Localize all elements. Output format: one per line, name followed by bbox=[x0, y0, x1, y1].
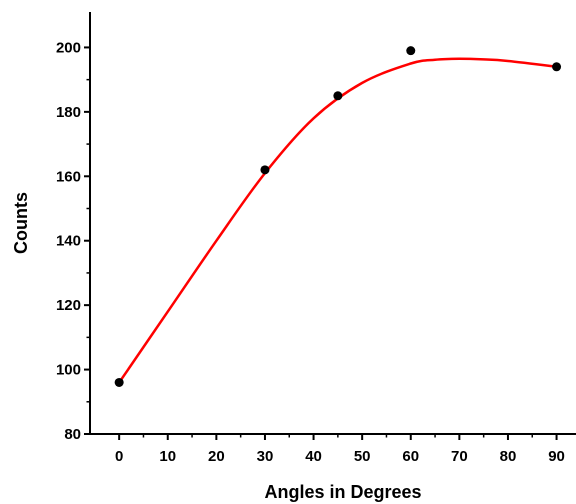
data-point bbox=[552, 62, 562, 72]
x-tick-label: 20 bbox=[208, 448, 225, 465]
data-points bbox=[114, 46, 562, 387]
fit-curve bbox=[118, 57, 557, 384]
x-tick-label: 0 bbox=[115, 448, 123, 465]
y-tick-label: 200 bbox=[56, 39, 81, 56]
data-point bbox=[260, 165, 270, 175]
y-axis-title: Counts bbox=[11, 192, 31, 254]
y-tick-label: 80 bbox=[64, 426, 81, 443]
plot-area: 80 100 120 140 160 180 200 0 10 20 30 40 50 60 70 80 90 bbox=[56, 12, 576, 465]
data-point bbox=[406, 46, 416, 56]
y-tick-label: 180 bbox=[56, 104, 81, 121]
x-tick-label: 90 bbox=[548, 448, 565, 465]
x-tick-label: 10 bbox=[159, 448, 176, 465]
data-point bbox=[333, 91, 343, 101]
y-tick-label: 120 bbox=[56, 297, 81, 314]
y-tick-label: 100 bbox=[56, 362, 81, 379]
x-ticks: 0 10 20 30 40 50 60 70 80 90 bbox=[115, 434, 565, 465]
x-tick-label: 60 bbox=[402, 448, 419, 465]
x-axis-title: Angles in Degrees bbox=[264, 482, 421, 502]
x-tick-label: 30 bbox=[257, 448, 274, 465]
x-tick-label: 80 bbox=[500, 448, 517, 465]
x-tick-label: 70 bbox=[451, 448, 468, 465]
y-tick-label: 160 bbox=[56, 168, 81, 185]
y-tick-label: 140 bbox=[56, 233, 81, 250]
data-point bbox=[114, 377, 124, 387]
x-tick-label: 40 bbox=[305, 448, 322, 465]
x-tick-label: 50 bbox=[354, 448, 371, 465]
y-ticks: 80 100 120 140 160 180 200 bbox=[56, 39, 90, 443]
